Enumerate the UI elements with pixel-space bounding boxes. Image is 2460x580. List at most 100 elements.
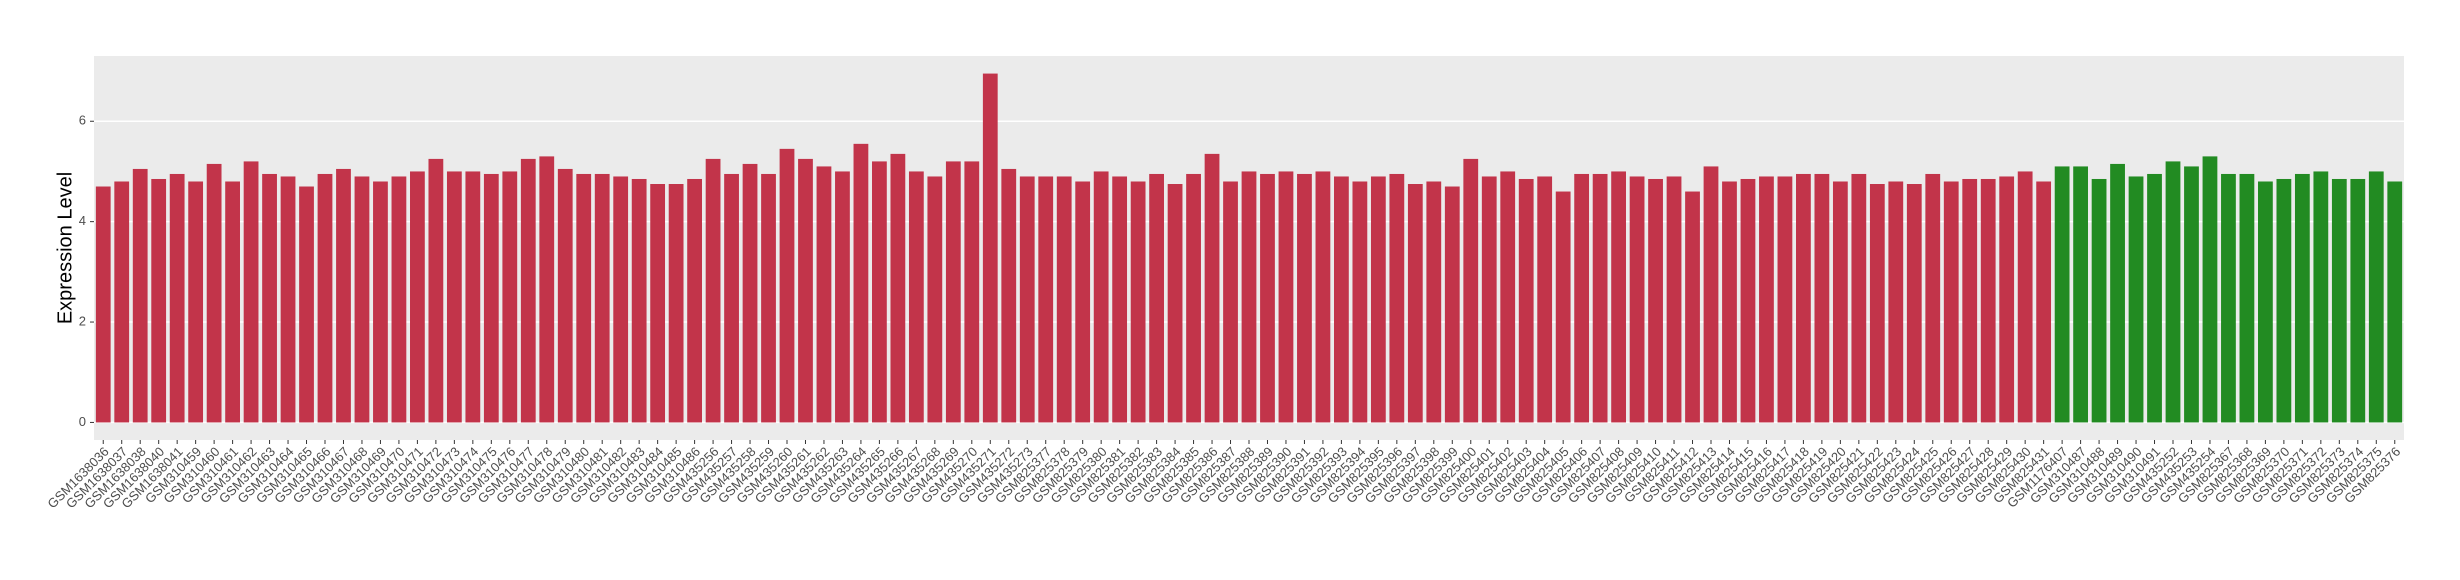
bar — [1019, 176, 1035, 423]
bar — [1666, 176, 1682, 423]
bar — [687, 178, 702, 423]
bar — [206, 163, 222, 423]
bar — [1500, 171, 1516, 423]
bar — [1999, 176, 2015, 423]
bar — [576, 173, 592, 423]
bar — [225, 181, 240, 423]
y-tick-label: 2 — [79, 313, 86, 328]
bar — [1611, 171, 1626, 423]
bar — [2313, 171, 2329, 423]
bar — [317, 173, 333, 423]
bar — [1426, 181, 1442, 423]
bar — [835, 171, 850, 423]
bar — [1906, 184, 1922, 423]
bar — [151, 178, 167, 423]
bar — [2350, 178, 2366, 423]
bar — [2258, 181, 2273, 423]
bar — [539, 156, 555, 423]
y-tick-label: 4 — [79, 213, 86, 228]
bar — [1204, 153, 1220, 423]
bar — [483, 173, 499, 423]
bar — [1980, 178, 1996, 423]
bar — [1444, 186, 1460, 423]
bar — [2128, 176, 2144, 423]
bar — [761, 173, 776, 423]
bar — [1962, 178, 1978, 423]
bar — [1851, 173, 1867, 423]
bar — [872, 161, 887, 423]
bar — [391, 176, 407, 423]
bar — [1370, 176, 1386, 423]
bar — [428, 158, 444, 423]
bar — [354, 176, 370, 423]
bar — [2110, 163, 2125, 423]
bar — [1038, 176, 1054, 423]
bar — [1869, 184, 1885, 423]
bar — [853, 143, 869, 423]
y-tick-label: 6 — [79, 113, 86, 128]
bar — [1481, 176, 1497, 423]
bar — [2147, 173, 2162, 423]
bar — [1112, 176, 1128, 423]
bar — [2036, 181, 2052, 423]
bar — [1241, 171, 1257, 423]
bar — [982, 73, 998, 423]
bar — [2331, 178, 2347, 423]
bar — [742, 163, 758, 423]
bar — [1759, 176, 1774, 423]
bar — [668, 184, 684, 423]
y-axis-label: Expression Level — [54, 172, 76, 324]
bar — [1648, 178, 1663, 423]
bar — [1463, 158, 1479, 423]
bar — [2017, 171, 2033, 423]
bar — [1149, 173, 1164, 423]
bar — [1518, 178, 1534, 423]
bar — [1352, 181, 1368, 423]
bar — [299, 186, 314, 423]
bar — [1555, 191, 1571, 423]
bar — [410, 171, 425, 423]
bar — [1075, 181, 1091, 423]
bar — [1389, 173, 1405, 423]
bar — [1888, 181, 1904, 423]
bar — [280, 176, 296, 423]
bar — [594, 173, 610, 423]
bar — [1278, 171, 1294, 423]
bar — [631, 178, 647, 423]
bar — [1223, 181, 1238, 423]
bar — [243, 161, 259, 423]
bar — [908, 171, 924, 423]
bar — [1722, 181, 1737, 423]
bar — [95, 186, 111, 423]
bar — [114, 181, 130, 423]
bar — [724, 173, 739, 423]
bar — [705, 158, 721, 423]
bar — [650, 184, 666, 423]
bar — [945, 161, 961, 423]
bar — [1943, 181, 1959, 423]
bar — [2387, 181, 2403, 423]
bar — [502, 171, 518, 423]
bar — [613, 176, 629, 423]
y-tick-label: 0 — [79, 414, 86, 429]
bar — [1315, 171, 1331, 423]
bar — [336, 168, 351, 423]
bar — [798, 158, 813, 423]
bar — [1796, 173, 1811, 423]
bar — [1814, 173, 1830, 423]
bar — [169, 173, 185, 423]
bar — [2239, 173, 2255, 423]
bar — [890, 153, 906, 423]
bar — [2368, 171, 2384, 423]
bar — [1334, 176, 1349, 423]
bar — [446, 171, 462, 423]
bar — [1685, 191, 1700, 423]
bar — [1407, 184, 1423, 423]
bar — [1740, 178, 1756, 423]
bar — [1186, 173, 1201, 423]
bar — [2202, 156, 2218, 423]
bar — [1574, 173, 1590, 423]
bar — [1832, 181, 1848, 423]
bar — [1167, 184, 1183, 423]
bar — [1056, 176, 1072, 423]
